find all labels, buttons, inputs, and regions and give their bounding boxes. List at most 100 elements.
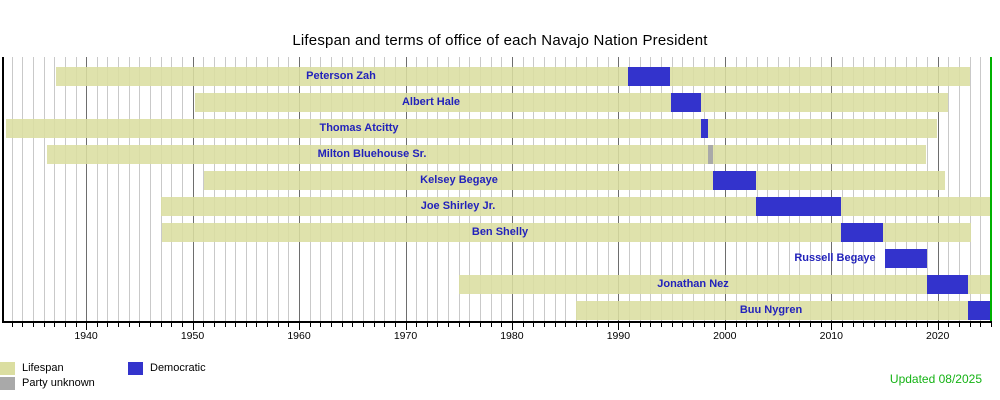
axis-tick [863,323,865,327]
year-grid-line [43,57,45,321]
president-label: Ben Shelly [471,226,529,238]
president-label: Milton Bluehouse Sr. [317,148,427,160]
president-label: Russell Begaye [794,252,876,264]
axis-tick [128,323,130,327]
lifespan-bar [160,197,990,216]
lifespan-bar [56,67,970,86]
president-label: Kelsey Begaye [420,174,498,186]
axis-tick [522,323,524,327]
axis-tick [235,323,237,327]
axis-year-label: 2000 [713,330,737,342]
axis-tick [660,323,662,327]
year-grid-line [32,57,34,321]
axis-year-label: 1960 [287,330,311,342]
lifespan-bar [194,93,949,112]
axis-tick [788,323,790,327]
axis-tick [480,323,481,327]
axis-tick [490,323,492,327]
axis-tick [650,323,652,327]
axis-tick [618,323,620,330]
legend-label-party-unknown: Party unknown [22,377,95,389]
year-grid-line [64,57,66,321]
president-label: Jonathan Nez [657,278,729,290]
axis-tick [565,323,567,327]
axis-year-label: 2010 [819,330,843,342]
year-grid-line [203,57,205,321]
year-grid-line [948,57,950,321]
axis-tick [405,323,407,330]
lifespan-bar [6,119,937,138]
decade-grid-line [192,57,194,321]
axis-tick [841,323,843,327]
lifespan-bar [46,145,926,164]
axis-year-label: 1950 [180,330,205,342]
axis-tick [107,323,109,327]
axis-tick [384,323,386,327]
year-grid-line [980,57,982,321]
axis-tick [607,323,609,327]
axis-tick [831,323,833,330]
year-grid-line [22,57,24,321]
axis-tick [469,323,471,327]
axis-tick [927,323,929,327]
year-grid-line [160,57,162,321]
axis-tick [767,323,769,327]
president-label: Joe Shirley Jr. [420,200,496,212]
axis-tick [810,323,811,327]
axis-year-label: 1990 [606,330,631,342]
term-bar [670,93,702,112]
year-grid-line [969,57,971,321]
axis-tick [160,323,162,327]
axis-tick [426,323,428,327]
decade-grid-line [86,57,88,321]
year-grid-line [171,57,173,321]
axis-tick [458,323,460,327]
axis-tick [703,323,705,327]
axis-tick [352,323,354,327]
axis-tick [299,323,300,330]
axis-tick [905,323,907,327]
axis-tick [852,323,854,327]
chart-title: Lifespan and terms of office of each Nav… [292,32,708,49]
lifespan-bar [575,301,990,320]
axis-tick [171,323,173,327]
axis-tick [437,323,439,327]
axis-tick [320,323,322,327]
axis-tick [139,323,141,327]
axis-tick [820,323,822,327]
axis-tick [948,323,950,327]
axis-tick [43,323,45,327]
lifespan-swatch [0,362,15,375]
year-grid-line [75,57,77,321]
axis-tick [309,323,311,327]
lifespan-bar [458,275,990,294]
axis-tick [714,323,716,327]
axis-tick [203,323,205,327]
year-grid-line [11,57,13,321]
term-bar [627,67,671,86]
axis-tick [756,323,758,327]
axis-year-label: 2020 [926,330,950,342]
axis-tick [64,323,66,327]
party-unknown-swatch [0,377,15,390]
now-line [989,57,992,321]
year-grid-line [54,57,56,321]
axis-tick [416,323,418,327]
term-bar [713,171,756,190]
axis-tick [192,323,194,330]
axis-tick [586,323,588,327]
axis-tick [799,323,801,327]
axis-tick [150,323,151,327]
term-bar [755,197,841,216]
axis-tick [75,323,77,327]
axis-tick [32,323,34,327]
axis-tick [746,323,748,327]
axis-tick [341,323,343,327]
axis-tick [118,323,119,327]
axis-tick [362,323,364,327]
axis-tick [213,323,215,327]
axis-tick [22,323,24,327]
year-grid-line [96,57,98,321]
axis-tick [554,323,556,327]
